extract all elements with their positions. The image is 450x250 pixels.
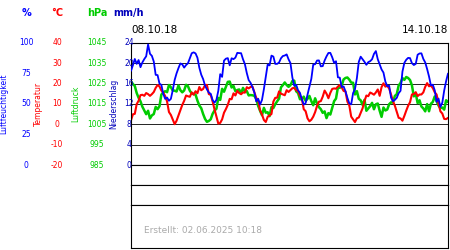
- Text: °C: °C: [51, 8, 63, 18]
- Text: hPa: hPa: [87, 8, 107, 18]
- Text: 10: 10: [52, 100, 62, 108]
- Text: Luftfeuchtigkeit: Luftfeuchtigkeit: [0, 74, 9, 134]
- Text: %: %: [21, 8, 31, 18]
- Text: 75: 75: [21, 69, 31, 78]
- Text: 4: 4: [126, 140, 131, 149]
- Text: 1005: 1005: [87, 120, 107, 129]
- Text: Luftdruck: Luftdruck: [72, 86, 81, 122]
- Text: 100: 100: [19, 38, 33, 48]
- Text: 20: 20: [52, 79, 62, 88]
- Text: 1015: 1015: [87, 100, 107, 108]
- Text: 30: 30: [52, 59, 62, 68]
- Text: -20: -20: [51, 160, 63, 170]
- Text: 1045: 1045: [87, 38, 107, 48]
- Text: 08.10.18: 08.10.18: [131, 25, 177, 35]
- Text: 14.10.18: 14.10.18: [401, 25, 448, 35]
- Text: 0: 0: [54, 120, 59, 129]
- Text: 25: 25: [21, 130, 31, 139]
- Text: 985: 985: [90, 160, 104, 170]
- Text: 0: 0: [23, 160, 28, 170]
- Text: 20: 20: [124, 59, 134, 68]
- Text: 40: 40: [52, 38, 62, 48]
- Text: Temperatur: Temperatur: [33, 82, 42, 126]
- Text: 16: 16: [124, 79, 134, 88]
- Text: mm/h: mm/h: [114, 8, 144, 18]
- Text: 12: 12: [124, 100, 134, 108]
- Text: 1025: 1025: [87, 79, 107, 88]
- Text: 995: 995: [90, 140, 104, 149]
- Text: 0: 0: [126, 160, 131, 170]
- Text: Erstellt: 02.06.2025 10:18: Erstellt: 02.06.2025 10:18: [144, 226, 262, 235]
- Text: Niederschlag: Niederschlag: [109, 79, 118, 129]
- Text: -10: -10: [51, 140, 63, 149]
- Text: 8: 8: [126, 120, 131, 129]
- Text: 1035: 1035: [87, 59, 107, 68]
- Text: 24: 24: [124, 38, 134, 48]
- Text: 50: 50: [21, 100, 31, 108]
